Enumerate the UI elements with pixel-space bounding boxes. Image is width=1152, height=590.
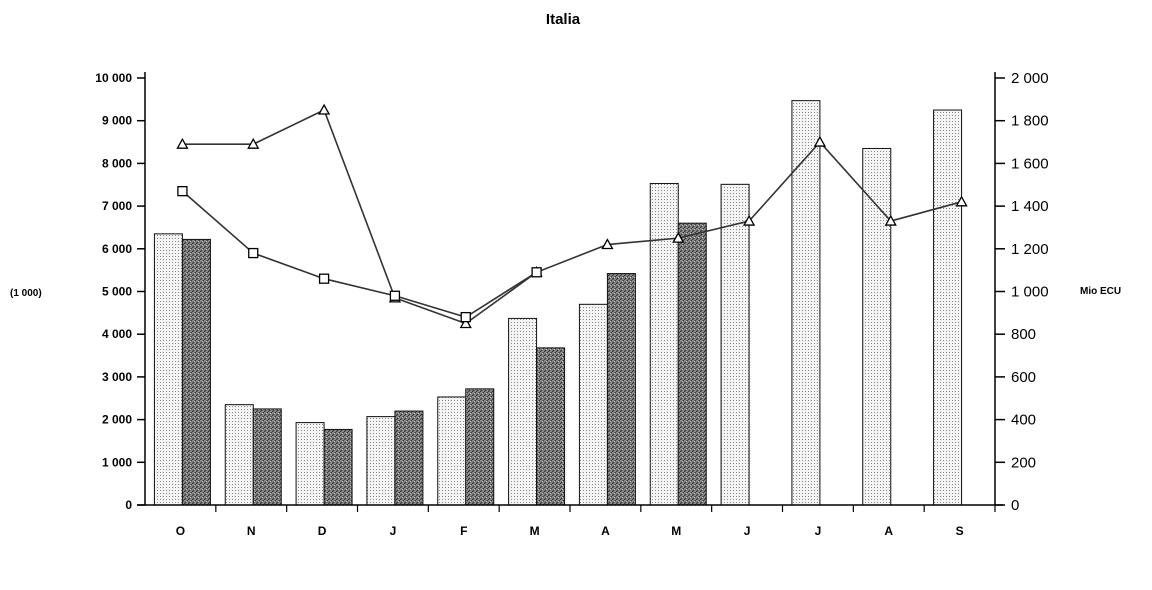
x-tick-label: M [671,524,681,538]
marker-square [248,247,259,259]
bar-light [508,317,538,506]
bar-light [933,109,963,506]
left-tick-label: 6 000 [102,242,132,256]
right-tick-label: 1 800 [1011,113,1049,130]
x-tick-label: F [460,524,467,538]
right-tick-label: 200 [1011,454,1036,471]
bar-dark [394,410,424,506]
chart-title: Italia [546,11,581,28]
left-tick-label: 1 000 [102,455,132,469]
left-tick-label: 0 [125,498,132,512]
line-square [181,190,538,318]
x-tick-label: J [815,524,822,538]
bar-dark [677,222,707,506]
right-tick-label: 1 000 [1011,284,1049,301]
right-axis-label: Mio ECU [1080,286,1121,297]
x-tick-label: J [744,524,751,538]
marker-triangle [459,317,472,329]
marker-triangle [884,214,897,226]
x-tick-label: A [601,524,610,538]
x-tick-label: M [530,524,540,538]
x-tick-label: N [247,524,256,538]
x-tick-label: O [176,524,185,538]
x-tick-label: S [956,524,964,538]
marker-triangle [955,195,968,207]
bar-light [791,100,821,506]
right-axis: 0 200 400 600 800 1 000 1 200 1 400 1 600 1 800 2 … [994,70,1049,514]
bars [153,100,963,506]
marker-square [389,290,401,301]
bar-light [224,404,254,506]
left-tick-label: 4 000 [102,327,132,341]
right-tick-label: 1 200 [1011,241,1049,258]
x-tick-label: D [318,524,327,538]
bar-dark [536,347,566,506]
left-tick-label: 2 000 [102,413,132,427]
right-tick-label: 2 000 [1011,70,1049,87]
bar-light [649,182,679,506]
left-tick-label: 5 000 [102,285,132,299]
right-tick-label: 0 [1011,497,1019,514]
left-tick-label: 7 000 [102,199,132,213]
marker-triangle [317,103,331,115]
marker-triangle [247,137,260,149]
line-triangle [182,108,962,325]
bar-light [295,422,325,506]
right-tick-label: 1 400 [1011,198,1049,215]
bar-light [720,183,750,506]
bar-light [862,147,892,506]
marker-triangle [742,214,756,226]
x-tick-label: A [884,524,893,538]
marker-square [460,311,471,323]
bar-light [578,303,608,506]
left-tick-label: 3 000 [102,370,132,384]
left-axis-label: (1 000) [10,288,42,299]
marker-triangle [176,137,189,149]
right-tick-label: 600 [1011,369,1036,386]
left-tick-label: 9 000 [102,114,132,128]
left-tick-label: 8 000 [102,156,132,170]
marker-triangle [672,231,685,243]
x-tick-label: J [390,524,397,538]
bar-light [437,396,467,506]
marker-square [531,267,542,278]
marker-square [318,273,330,284]
left-tick-label: 10 000 [95,71,132,85]
bar-dark [252,408,282,506]
right-tick-label: 1 600 [1011,155,1049,172]
bar-dark [465,388,495,506]
right-tick-label: 800 [1011,326,1036,343]
left-axis: 0 1 000 2 000 3 000 4 000 5 000 6 000 7 000 8 00… [95,71,146,512]
bar-light [366,416,396,506]
lines [176,103,968,329]
marker-triangle [601,238,614,250]
marker-triangle [813,135,827,147]
bar-light [153,233,183,506]
right-tick-label: 400 [1011,412,1036,429]
bar-dark [323,428,353,506]
bar-dark [606,273,636,506]
marker-square [177,186,188,197]
bar-dark [181,238,211,506]
